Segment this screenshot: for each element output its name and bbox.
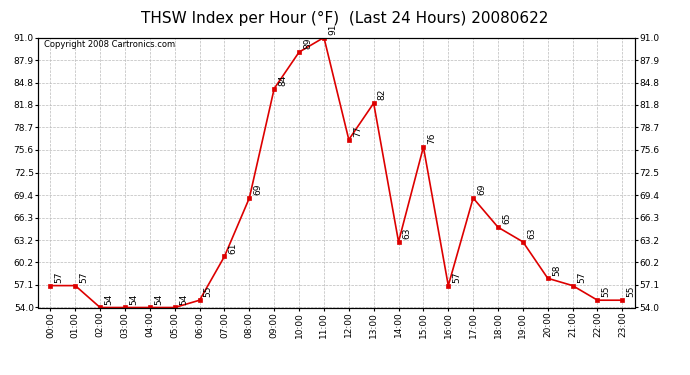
Text: 91: 91: [328, 23, 337, 35]
Text: 69: 69: [477, 184, 486, 195]
Text: 69: 69: [253, 184, 262, 195]
Text: 84: 84: [278, 74, 287, 86]
Text: 54: 54: [179, 293, 188, 305]
Text: 57: 57: [453, 272, 462, 283]
Text: 55: 55: [627, 286, 635, 297]
Text: 61: 61: [228, 242, 237, 254]
Text: 63: 63: [527, 228, 536, 239]
Text: 55: 55: [602, 286, 611, 297]
Text: 89: 89: [303, 38, 313, 50]
Text: 63: 63: [403, 228, 412, 239]
Text: 65: 65: [502, 213, 511, 225]
Text: 76: 76: [428, 133, 437, 144]
Text: 55: 55: [204, 286, 213, 297]
Text: 82: 82: [378, 89, 387, 101]
Text: 77: 77: [353, 125, 362, 137]
Text: 54: 54: [104, 293, 113, 305]
Text: Copyright 2008 Cartronics.com: Copyright 2008 Cartronics.com: [44, 40, 175, 49]
Text: 58: 58: [552, 264, 561, 276]
Text: 57: 57: [55, 272, 63, 283]
Text: 57: 57: [79, 272, 88, 283]
Text: THSW Index per Hour (°F)  (Last 24 Hours) 20080622: THSW Index per Hour (°F) (Last 24 Hours)…: [141, 11, 549, 26]
Text: 54: 54: [154, 293, 163, 305]
Text: 57: 57: [577, 272, 586, 283]
Text: 54: 54: [129, 293, 138, 305]
